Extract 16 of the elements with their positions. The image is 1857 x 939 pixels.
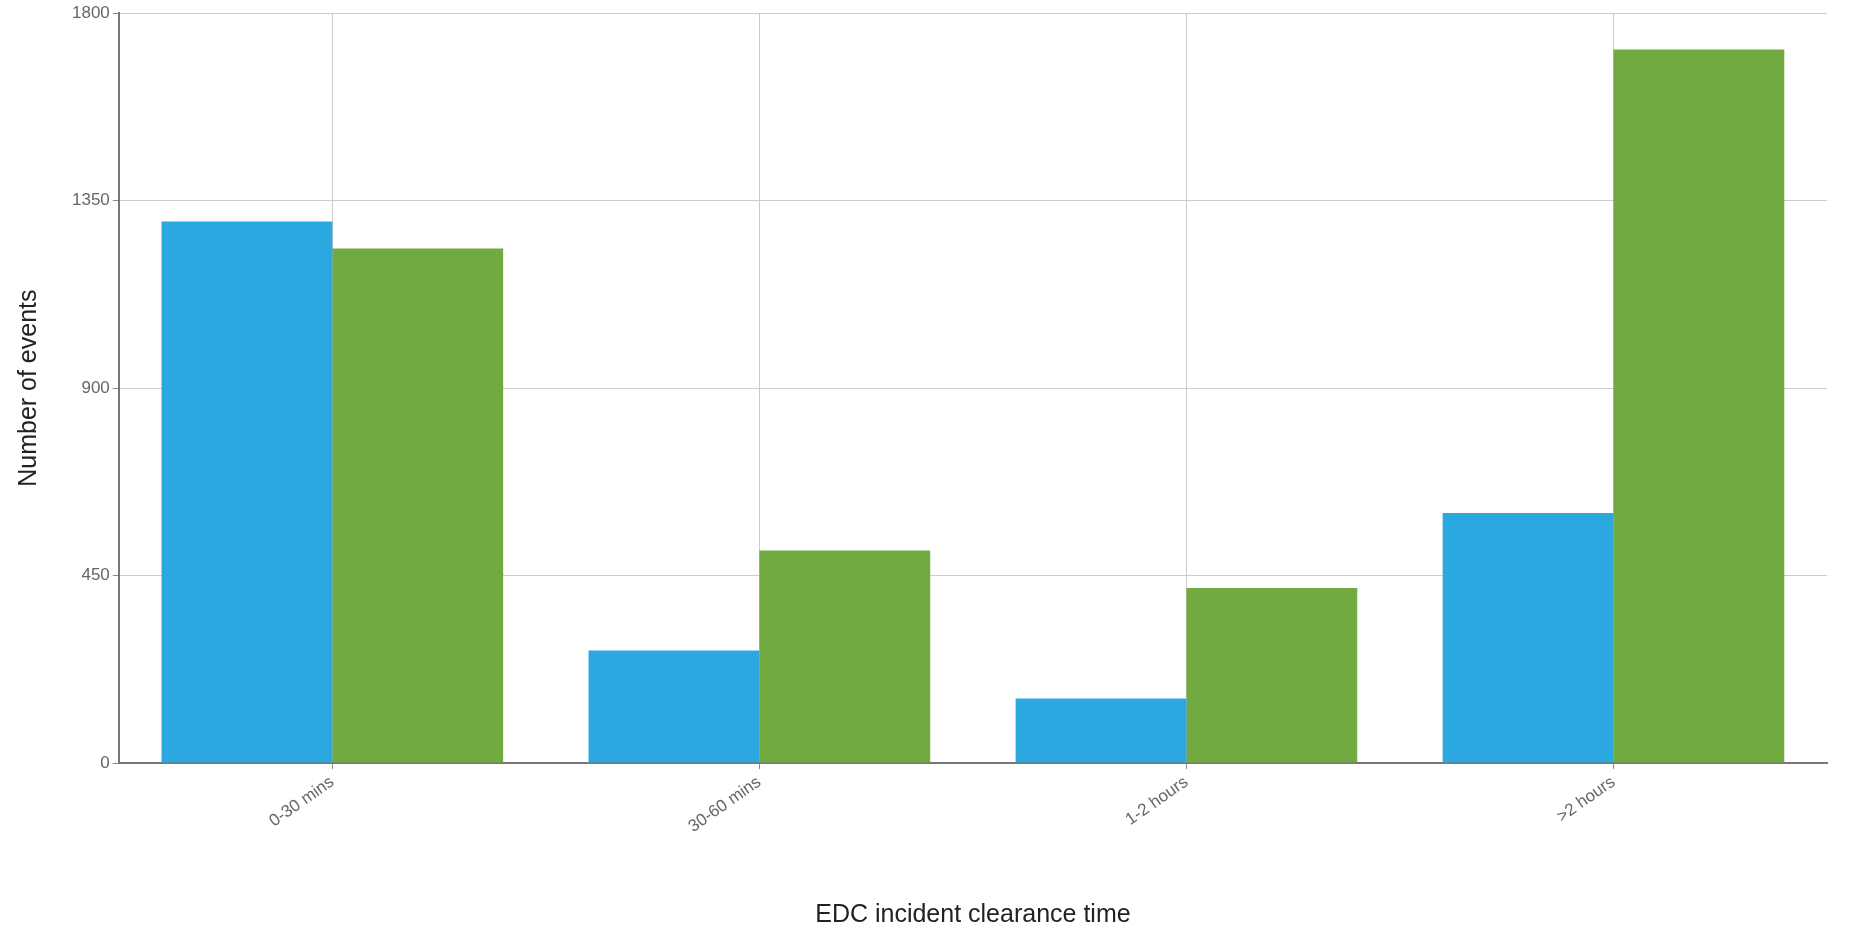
y-tick-label: 0 — [100, 752, 110, 772]
y-tick-label: 1800 — [71, 2, 110, 22]
bar — [1015, 698, 1187, 763]
bar — [332, 248, 504, 763]
y-tick-label: 900 — [81, 377, 110, 397]
bar — [1613, 49, 1785, 763]
bar — [1186, 588, 1358, 763]
y-tick-label: 450 — [81, 565, 110, 585]
bar — [1442, 513, 1614, 763]
bar — [759, 550, 931, 763]
x-axis-title: EDC incident clearance time — [815, 898, 1131, 927]
bar — [588, 650, 760, 763]
y-tick-label: 1350 — [71, 190, 110, 210]
y-axis-title: Number of events — [12, 289, 41, 487]
x-tick-label: 0-30 mins — [265, 771, 338, 831]
bar — [161, 221, 333, 763]
